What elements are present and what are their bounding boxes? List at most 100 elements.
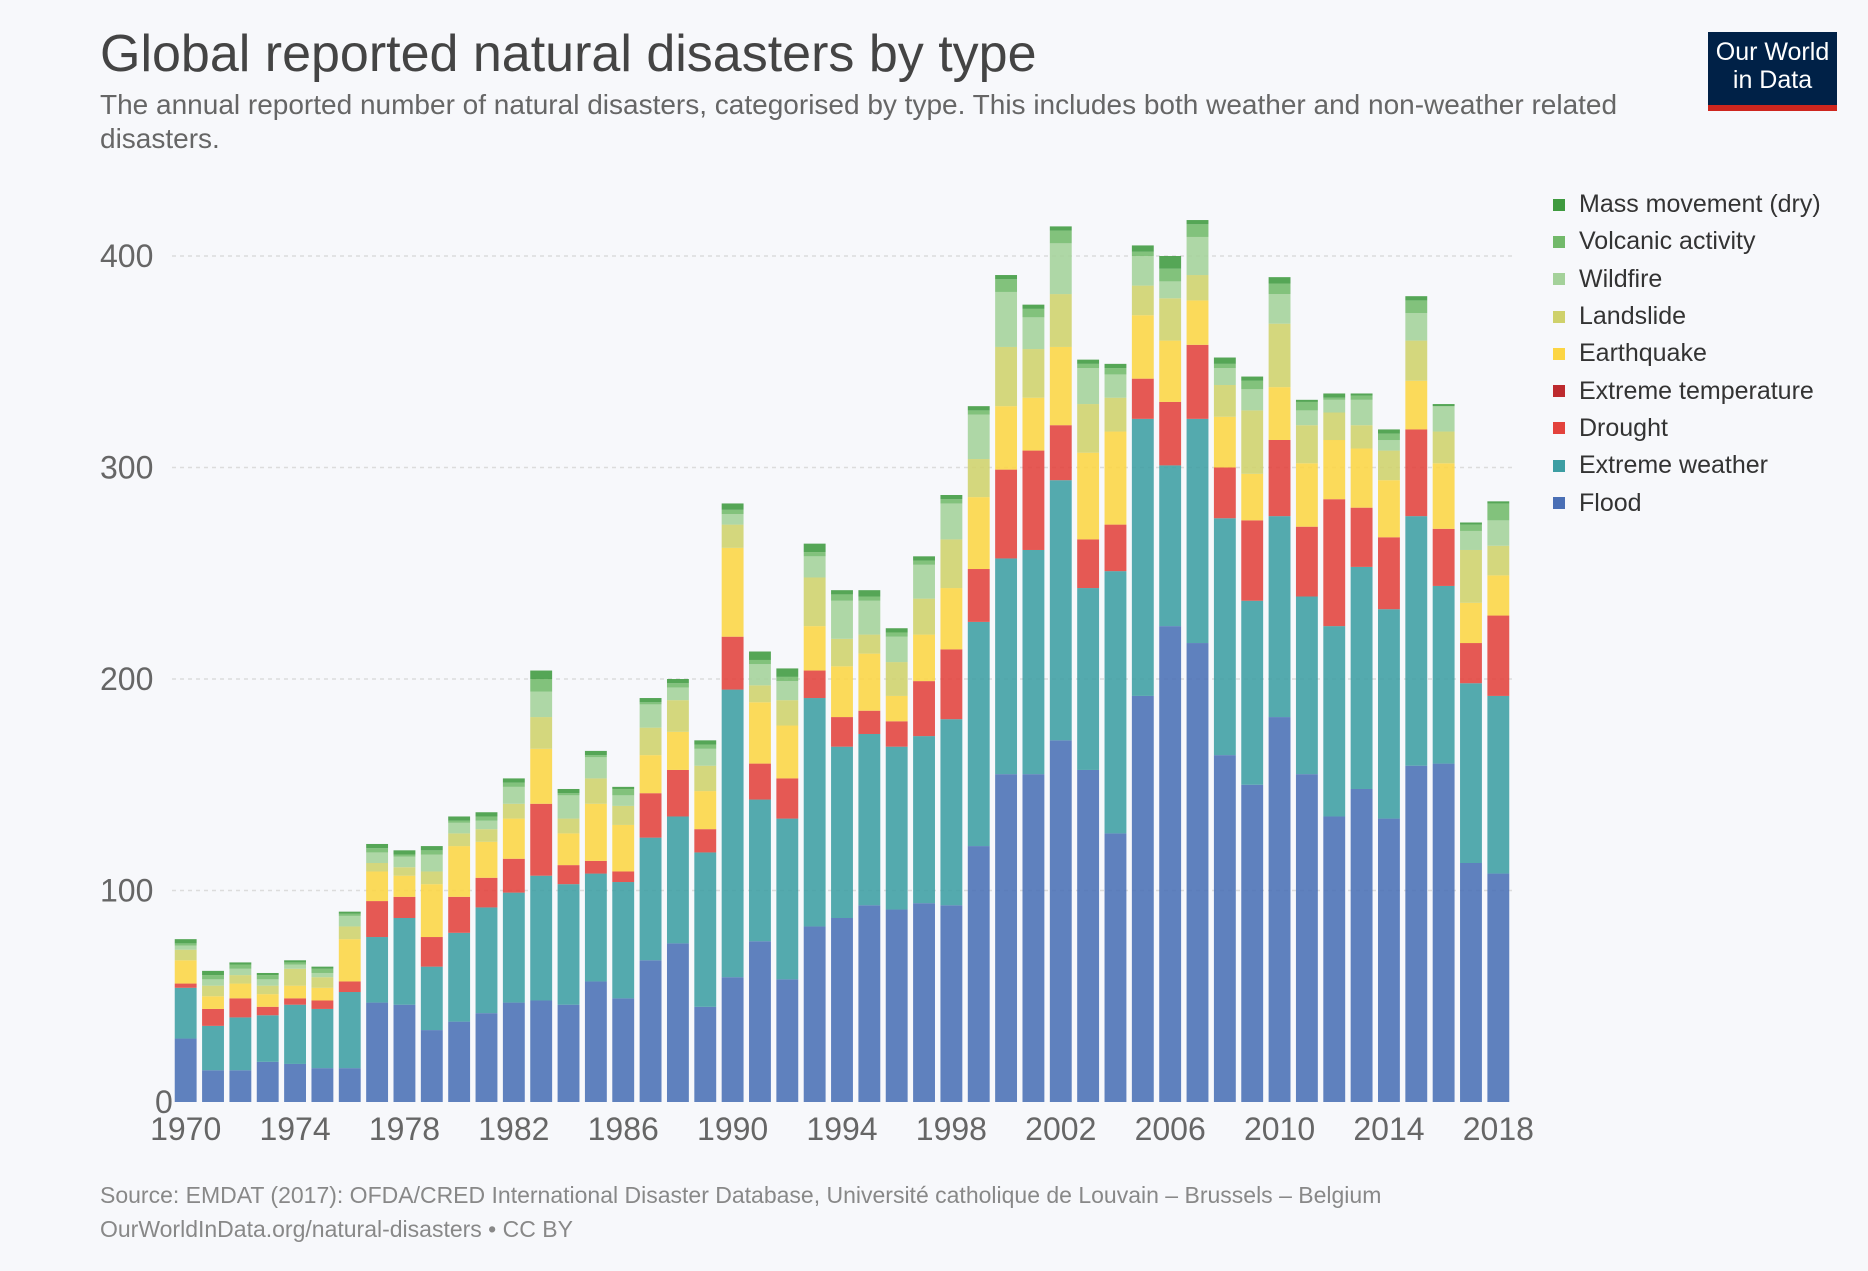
bar-segment bbox=[721, 689, 744, 978]
bar-segment bbox=[1241, 784, 1264, 1102]
bar-segment bbox=[967, 410, 990, 415]
bar-segment bbox=[831, 717, 853, 747]
bar-segment bbox=[1432, 585, 1455, 764]
bar-segment bbox=[1159, 256, 1182, 269]
chart-title: Global reported natural disasters by typ… bbox=[100, 25, 1037, 83]
bar-segment bbox=[338, 913, 361, 916]
bar-segment bbox=[694, 765, 717, 792]
legend-item[interactable]: Drought bbox=[1553, 410, 1821, 447]
bar-segment bbox=[858, 600, 881, 635]
bar-segment bbox=[448, 846, 471, 897]
y-tick-label: 300 bbox=[100, 450, 153, 486]
bar-segment bbox=[749, 941, 771, 1102]
legend-label: Earthquake bbox=[1579, 339, 1707, 368]
bar-segment bbox=[1159, 626, 1182, 1102]
bar-segment bbox=[803, 626, 826, 671]
bar-segment bbox=[202, 996, 224, 1009]
bar-segment bbox=[475, 820, 498, 830]
bar-segment bbox=[584, 750, 607, 756]
bar-segment bbox=[1022, 304, 1045, 309]
bar-segment bbox=[749, 763, 771, 800]
bar-segment bbox=[420, 871, 443, 885]
bar-segment bbox=[749, 651, 771, 660]
bar-segment bbox=[1022, 308, 1045, 318]
bar-segment bbox=[475, 812, 498, 817]
bar-segment bbox=[1323, 397, 1346, 400]
bar-segment bbox=[885, 636, 908, 663]
bar-segment bbox=[803, 577, 826, 627]
bar-segment bbox=[202, 1008, 224, 1026]
bar-segment bbox=[612, 786, 635, 789]
bar-segment bbox=[557, 1004, 580, 1102]
bar-segment bbox=[1104, 374, 1127, 398]
x-tick-label: 1994 bbox=[806, 1111, 877, 1147]
legend-item[interactable]: Volcanic activity bbox=[1553, 223, 1821, 260]
legend-item[interactable]: Wildfire bbox=[1553, 261, 1821, 298]
bar-segment bbox=[284, 998, 306, 1005]
bar-segment bbox=[256, 972, 279, 976]
legend-item[interactable]: Extreme temperature bbox=[1553, 372, 1821, 409]
bar-segment bbox=[393, 856, 416, 868]
bar-segment bbox=[229, 975, 252, 984]
bar-segment bbox=[584, 860, 607, 874]
bar-segment bbox=[831, 917, 853, 1102]
bar-segment bbox=[1323, 816, 1346, 1102]
bar-segment bbox=[612, 788, 635, 796]
bar-segment bbox=[1350, 395, 1373, 400]
bar-segment bbox=[1323, 499, 1346, 627]
bar-segment bbox=[995, 469, 1018, 559]
bar-segment bbox=[995, 774, 1018, 1102]
legend-item[interactable]: Earthquake bbox=[1553, 335, 1821, 372]
bar-segment bbox=[338, 926, 361, 940]
bar-segment bbox=[229, 964, 252, 969]
bar-segment bbox=[475, 841, 498, 878]
bar-segment bbox=[366, 863, 389, 872]
bar-segment bbox=[1487, 520, 1510, 546]
legend-swatch bbox=[1553, 459, 1565, 472]
bar-segment bbox=[612, 795, 635, 806]
bar-segment bbox=[1131, 378, 1154, 419]
legend-item[interactable]: Landslide bbox=[1553, 298, 1821, 335]
bar-segment bbox=[749, 799, 771, 942]
bar-segment bbox=[420, 966, 443, 1031]
bar-segment bbox=[721, 636, 744, 690]
bar-segment bbox=[366, 901, 389, 938]
bar-segment bbox=[1077, 588, 1100, 770]
bar-segment bbox=[721, 514, 744, 525]
bar-segment bbox=[721, 547, 744, 637]
bar-segment bbox=[803, 926, 826, 1102]
bar-segment bbox=[1432, 463, 1455, 529]
bar-segment bbox=[475, 1013, 498, 1102]
bar-segment bbox=[502, 786, 525, 804]
bar-segment bbox=[256, 1015, 279, 1062]
bar-segment bbox=[995, 279, 1018, 292]
bar-segment bbox=[1487, 615, 1510, 696]
bar-segment bbox=[174, 987, 197, 1039]
bar-segment bbox=[584, 778, 607, 804]
bar-segment bbox=[1022, 397, 1045, 451]
bar-segment bbox=[1460, 683, 1482, 864]
bar-segment bbox=[1241, 380, 1264, 390]
bar-segment bbox=[530, 691, 553, 718]
bar-segment bbox=[639, 837, 662, 961]
bar-segment bbox=[420, 846, 443, 851]
legend-item[interactable]: Flood bbox=[1553, 484, 1821, 521]
bar-segment bbox=[448, 820, 471, 823]
bar-segment bbox=[1295, 463, 1318, 527]
bar-segment bbox=[666, 769, 689, 817]
bar-segment bbox=[967, 846, 990, 1102]
legend-label: Extreme weather bbox=[1579, 451, 1768, 480]
bar-segment bbox=[1104, 397, 1127, 432]
bar-segment bbox=[1323, 399, 1346, 413]
legend-swatch bbox=[1553, 497, 1565, 510]
owid-logo[interactable]: Our World in Data bbox=[1708, 32, 1837, 111]
legend-item[interactable]: Extreme weather bbox=[1553, 447, 1821, 484]
legend-item[interactable]: Mass movement (dry) bbox=[1553, 186, 1821, 223]
bar-segment bbox=[502, 1002, 525, 1102]
bar-segment bbox=[1213, 357, 1236, 364]
bar-segment bbox=[393, 850, 416, 855]
bar-segment bbox=[338, 992, 361, 1069]
bar-segment bbox=[967, 569, 990, 622]
bar-segment bbox=[940, 905, 963, 1102]
bar-segment bbox=[1213, 368, 1236, 386]
